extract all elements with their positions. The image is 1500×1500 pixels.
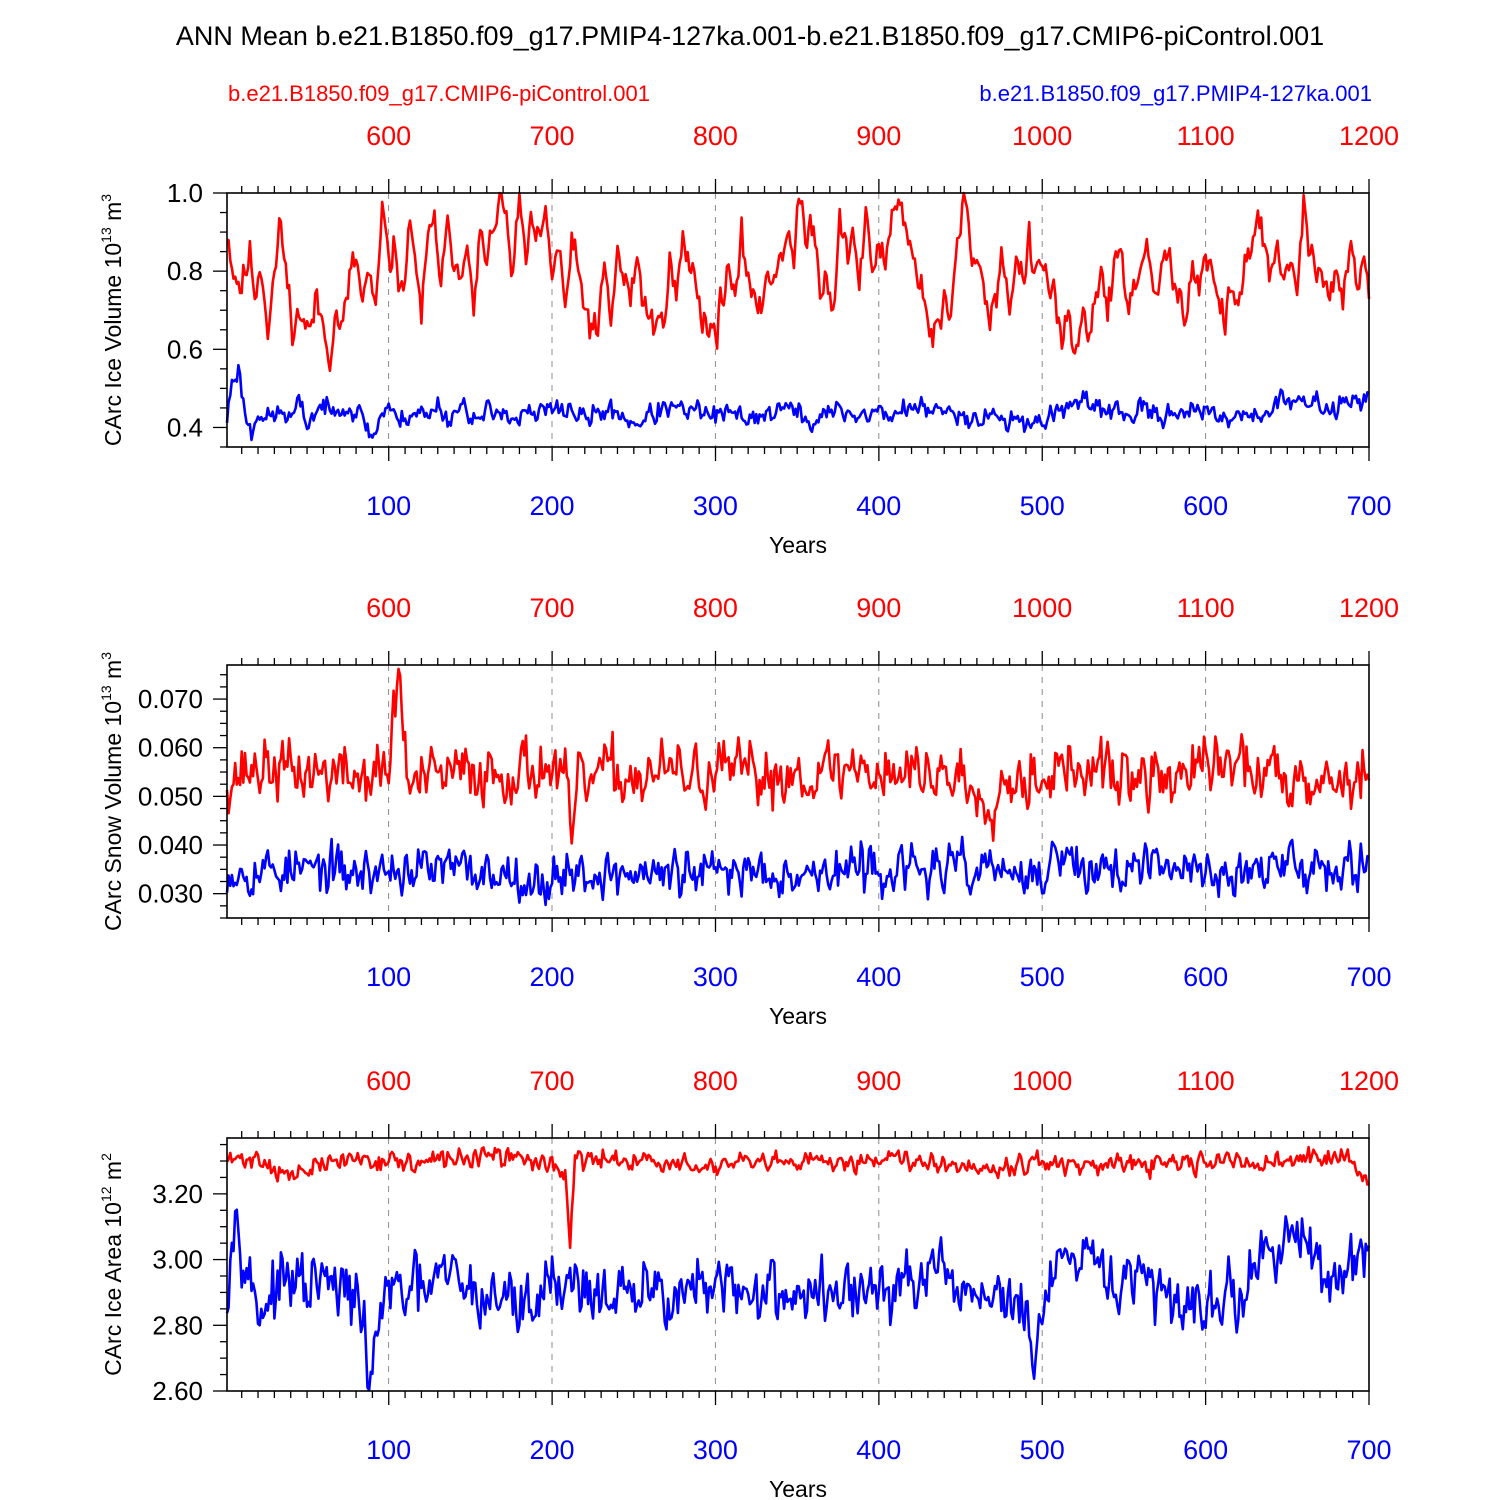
panel-ice-area: 2.60 2.80 3.00 3.20 100 200 300 400 500 600 700 600… xyxy=(98,1066,1399,1500)
x-axis-label: Years xyxy=(769,1476,827,1500)
x-top-tick-label: 900 xyxy=(856,1066,901,1096)
x-top-tick-label: 1000 xyxy=(1012,593,1072,623)
plot-frame xyxy=(226,1137,1370,1392)
y-axis-label-text: CArc Ice Area 10 xyxy=(100,1202,126,1376)
series-line-pmip xyxy=(225,835,1370,907)
x-top-tick-label: 600 xyxy=(366,1066,411,1096)
x-bottom-tick-label: 200 xyxy=(529,491,574,521)
x-bottom-tick-label: 500 xyxy=(1020,491,1065,521)
x-bottom-tick-label: 500 xyxy=(1020,962,1065,992)
y-axis-label: CArc Ice Volume 1013 m3 xyxy=(98,194,126,446)
y-tick-label: 3.20 xyxy=(152,1179,203,1209)
y-axis-label: CArc Snow Volume 1013 m3 xyxy=(98,652,126,931)
y-tick-label: 3.00 xyxy=(152,1245,203,1275)
x-bottom-tick-label: 300 xyxy=(693,491,738,521)
y-tick-label: 0.8 xyxy=(167,256,203,286)
x-bottom-tick-label: 300 xyxy=(693,1435,738,1465)
x-bottom-tick-label: 200 xyxy=(529,1435,574,1465)
x-top-tick-label: 900 xyxy=(856,121,901,151)
series-line-control xyxy=(226,191,1371,373)
y-tick-label: 2.80 xyxy=(152,1310,203,1340)
y-tick-label: 0.060 xyxy=(138,733,203,763)
x-top-tick-label: 600 xyxy=(366,593,411,623)
plot-frame xyxy=(226,664,1370,919)
y-axis-label-text: CArc Ice Volume 10 xyxy=(100,243,126,446)
x-top-tick-label: 800 xyxy=(693,121,738,151)
y-tick-label: 0.6 xyxy=(167,334,203,364)
x-bottom-tick-label: 400 xyxy=(856,491,901,521)
x-bottom-tick-label: 600 xyxy=(1183,962,1228,992)
x-top-tick-label: 800 xyxy=(693,1066,738,1096)
y-tick-label: 0.4 xyxy=(167,412,203,442)
x-bottom-tick-label: 100 xyxy=(366,1435,411,1465)
x-bottom-tick-label: 200 xyxy=(529,962,574,992)
x-top-tick-label: 1000 xyxy=(1012,121,1072,151)
x-top-tick-label: 900 xyxy=(856,593,901,623)
x-bottom-tick-label: 600 xyxy=(1183,1435,1228,1465)
y-tick-label: 2.60 xyxy=(152,1376,203,1406)
legend-control-label: b.e21.B1850.f09_g17.CMIP6-piControl.001 xyxy=(228,81,650,106)
series-line-pmip xyxy=(225,1208,1371,1392)
x-top-tick-label: 1200 xyxy=(1339,121,1399,151)
series-line-pmip xyxy=(225,363,1370,442)
x-top-tick-label: 1000 xyxy=(1012,1066,1072,1096)
y-axis-label-exponent: 13 xyxy=(98,685,114,701)
x-bottom-tick-label: 400 xyxy=(856,962,901,992)
y-axis-label-exponent: 3 xyxy=(98,194,114,202)
y-axis-label-text: m xyxy=(100,202,126,228)
x-axis-label: Years xyxy=(769,1003,827,1029)
x-bottom-tick-label: 700 xyxy=(1346,491,1391,521)
x-bottom-tick-label: 700 xyxy=(1346,1435,1391,1465)
legend-pmip-label: b.e21.B1850.f09_g17.PMIP4-127ka.001 xyxy=(979,81,1372,106)
series-line-control xyxy=(225,667,1371,845)
figure-title: ANN Mean b.e21.B1850.f09_g17.PMIP4-127ka… xyxy=(176,21,1324,51)
x-bottom-tick-label: 100 xyxy=(366,491,411,521)
series-line-control xyxy=(225,1145,1370,1250)
x-top-tick-label: 1200 xyxy=(1339,1066,1399,1096)
x-top-tick-label: 1100 xyxy=(1177,121,1235,151)
x-bottom-tick-label: 300 xyxy=(693,962,738,992)
x-bottom-tick-label: 600 xyxy=(1183,491,1228,521)
x-top-tick-label: 1100 xyxy=(1177,1066,1235,1096)
y-axis-label-text: m xyxy=(100,1161,126,1187)
y-axis-label-text: m xyxy=(100,660,126,686)
y-axis-label-exponent: 13 xyxy=(98,227,114,243)
y-tick-label: 1.0 xyxy=(167,178,203,208)
x-top-tick-label: 700 xyxy=(529,121,574,151)
panel-ice-volume: 0.4 0.6 0.8 1.0 100 200 300 400 500 600 700 600 700 8… xyxy=(98,121,1399,558)
y-axis-label-text: CArc Snow Volume 10 xyxy=(100,701,126,931)
x-top-tick-label: 700 xyxy=(529,1066,574,1096)
y-tick-label: 0.050 xyxy=(138,781,203,811)
x-bottom-tick-label: 100 xyxy=(366,962,411,992)
x-bottom-tick-label: 400 xyxy=(856,1435,901,1465)
y-axis-label-exponent: 2 xyxy=(98,1153,114,1161)
x-bottom-tick-label: 700 xyxy=(1346,962,1391,992)
plot-frame xyxy=(226,192,1370,448)
y-tick-label: 0.040 xyxy=(138,830,203,860)
x-top-tick-label: 1200 xyxy=(1339,593,1399,623)
y-axis-label-exponent: 12 xyxy=(98,1186,114,1202)
x-top-tick-label: 1100 xyxy=(1177,593,1235,623)
x-top-tick-label: 600 xyxy=(366,121,411,151)
x-bottom-tick-label: 500 xyxy=(1020,1435,1065,1465)
y-tick-label: 0.070 xyxy=(138,684,203,714)
x-top-tick-label: 800 xyxy=(693,593,738,623)
x-axis-label: Years xyxy=(769,532,827,558)
y-axis-label: CArc Ice Area 1012 m2 xyxy=(98,1153,126,1376)
panel-snow-volume: 0.030 0.040 0.050 0.060 0.070 100 200 300 400 500… xyxy=(98,593,1399,1029)
y-axis-label-exponent: 3 xyxy=(98,652,114,660)
x-top-tick-label: 700 xyxy=(529,593,574,623)
y-tick-label: 0.030 xyxy=(138,879,203,909)
